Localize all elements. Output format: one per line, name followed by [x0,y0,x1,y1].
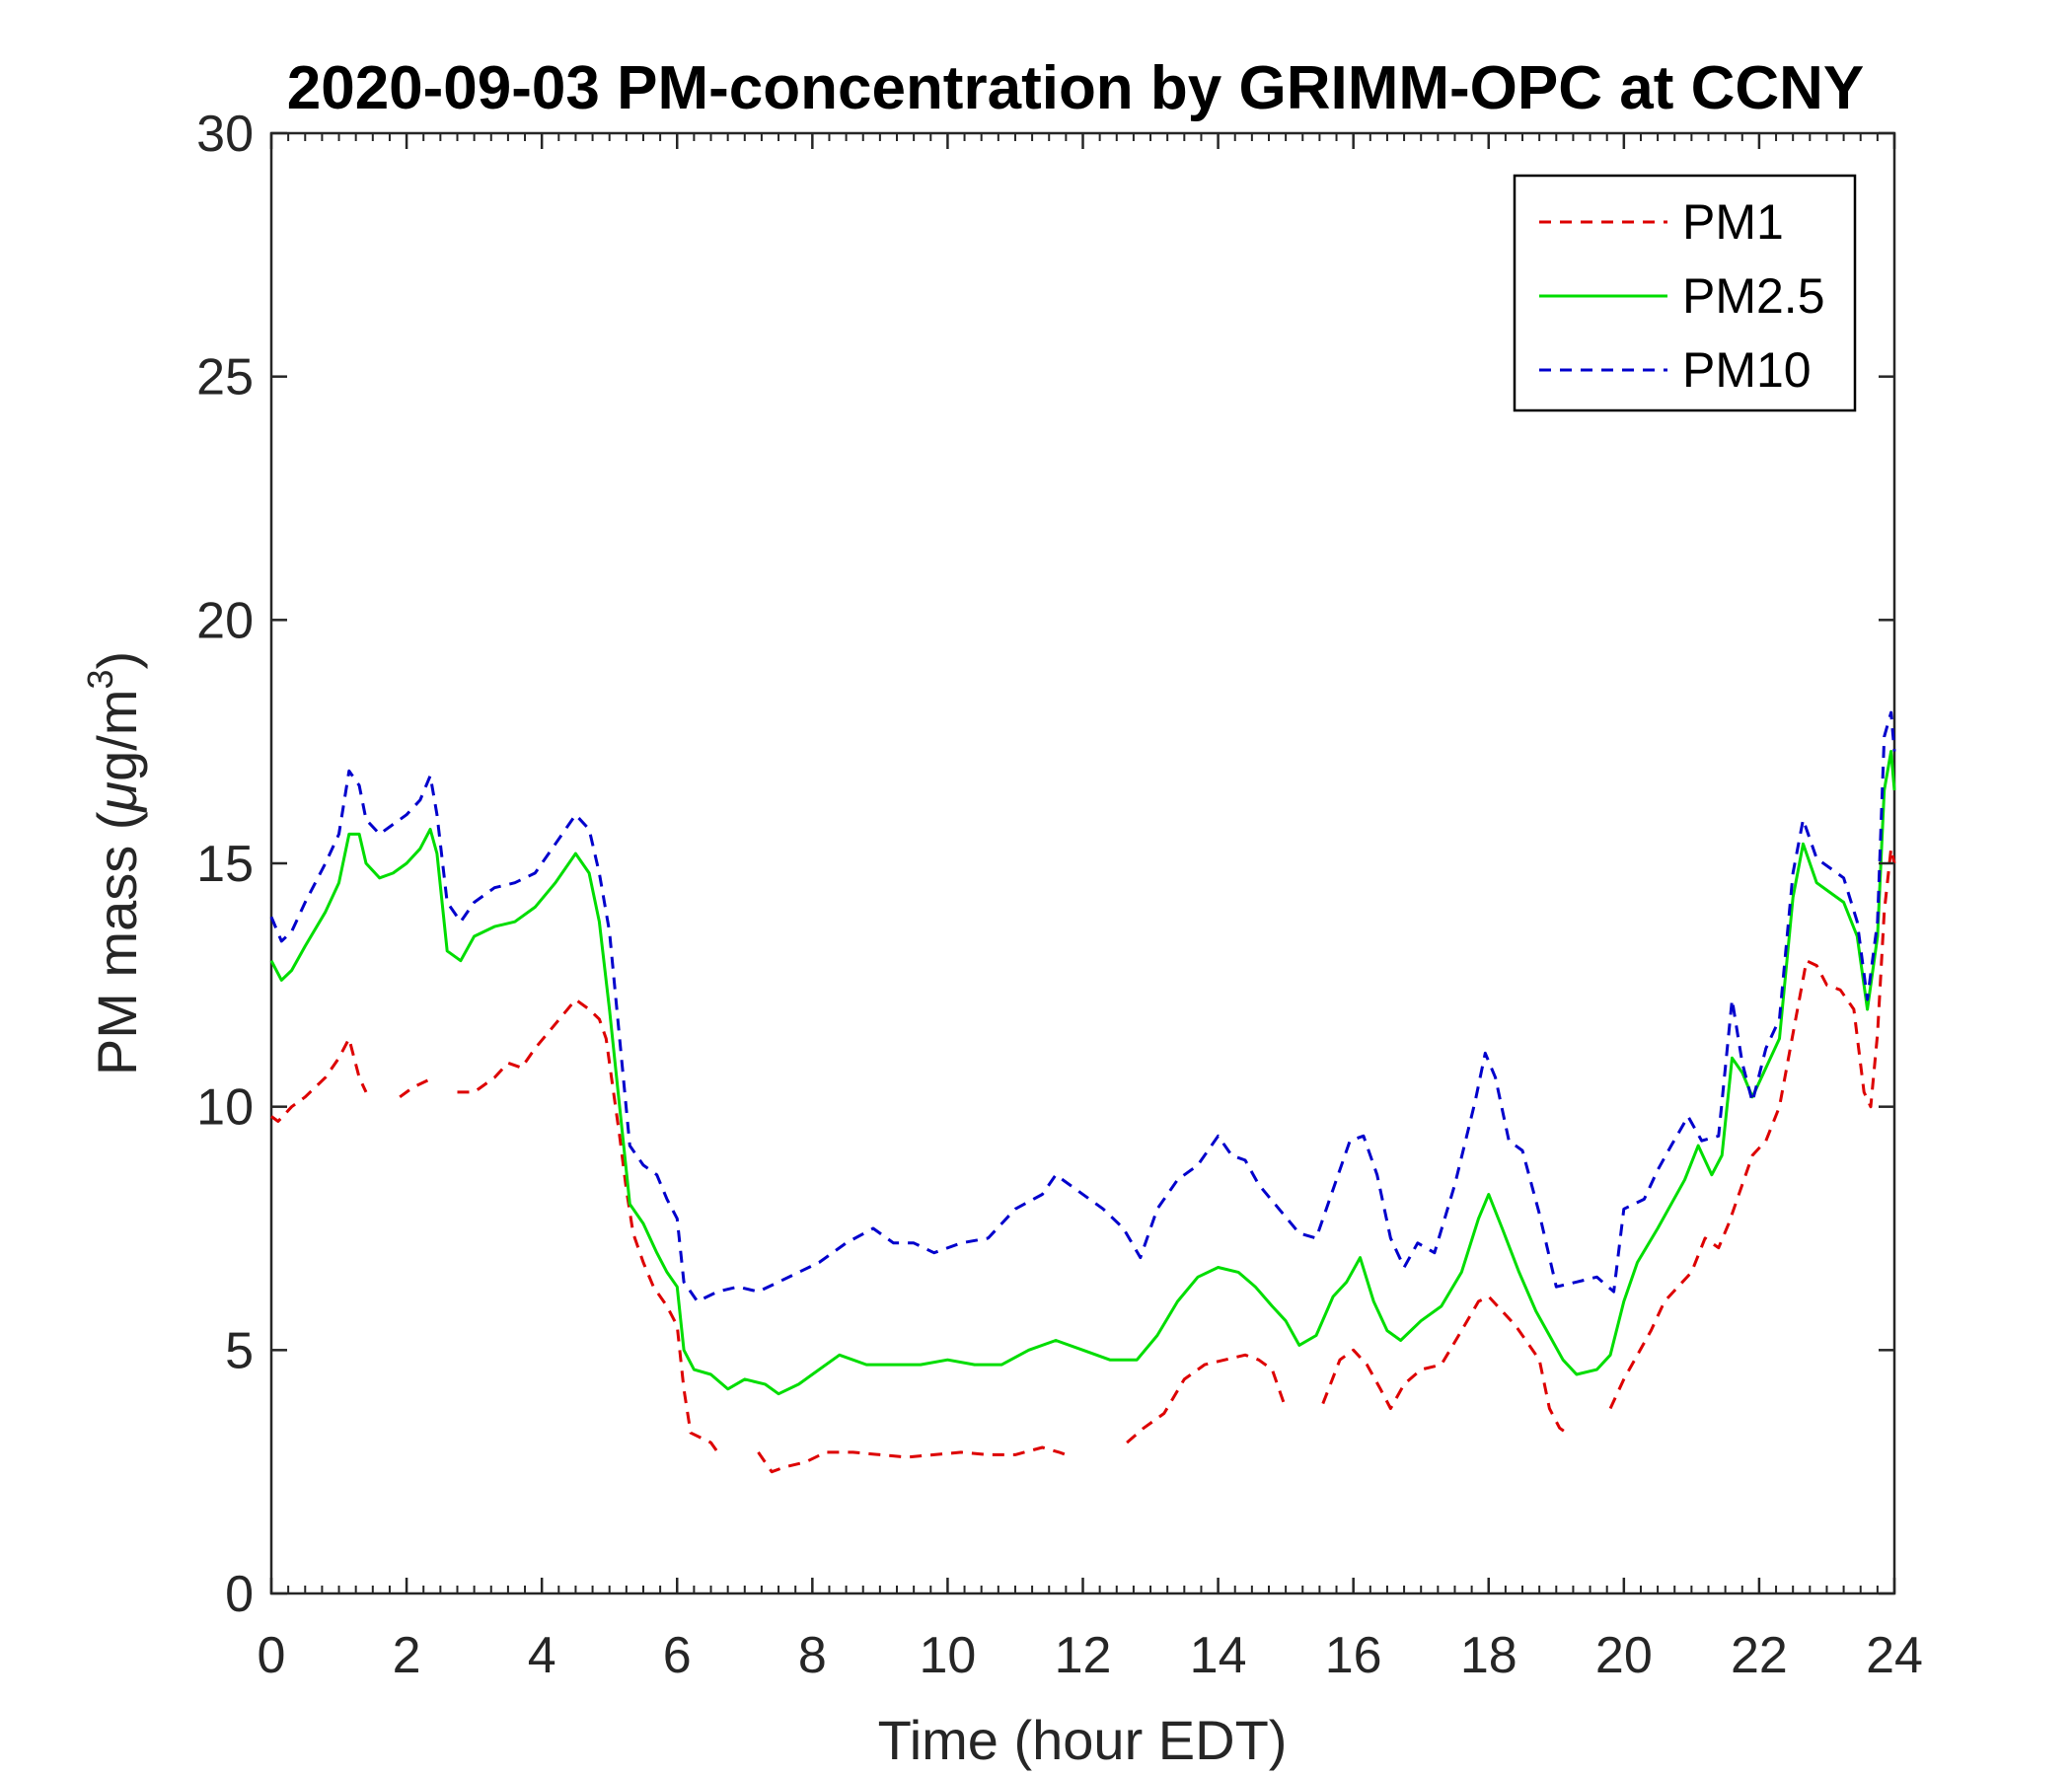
chart-title: 2020-09-03 PM-concentration by GRIMM-OPC… [287,54,1865,122]
y-axis-title-sup: 3 [80,670,120,690]
y-tick-label: 25 [196,349,254,407]
y-axis-title-prefix: PM mass ( [86,811,148,1075]
legend-label-pm10: PM10 [1682,342,1812,398]
legend-label-pm1: PM1 [1682,194,1784,250]
y-tick-label: 30 [196,106,254,163]
y-axis-title: PM mass (μg/m3) [80,651,148,1075]
series-layer [269,710,1896,1474]
x-tick-label: 18 [1460,1627,1517,1684]
series-line-pm2-5 [269,750,1896,1396]
x-tick-label: 4 [528,1627,556,1684]
y-axis-title-mu: μ [86,781,148,814]
x-tick-label: 2 [393,1627,421,1684]
y-axis-title-suffix: ) [86,651,148,670]
y-tick-label: 5 [225,1322,254,1379]
x-tick-label: 0 [258,1627,286,1684]
y-tick-label: 10 [196,1079,254,1137]
series-line-pm1 [270,847,1896,1474]
legend: PM1 PM2.5 PM10 [1513,174,1857,412]
x-tick-label: 10 [919,1627,976,1684]
y-tick-label: 0 [225,1566,254,1623]
x-tick-label: 14 [1190,1627,1247,1684]
x-tick-label: 20 [1595,1627,1653,1684]
x-tick-label: 8 [798,1627,827,1684]
x-tick-label: 24 [1866,1627,1923,1684]
x-tick-label: 12 [1055,1627,1112,1684]
legend-label-pm2-5: PM2.5 [1682,268,1825,324]
y-tick-label: 15 [196,836,254,893]
x-tick-label: 6 [663,1627,692,1684]
x-tick-label: 16 [1325,1627,1382,1684]
x-axis-title: Time (hour EDT) [878,1709,1288,1771]
y-tick-label: 20 [196,592,254,649]
y-axis-title-unit: g/m [86,690,148,781]
x-tick-label: 22 [1731,1627,1788,1684]
